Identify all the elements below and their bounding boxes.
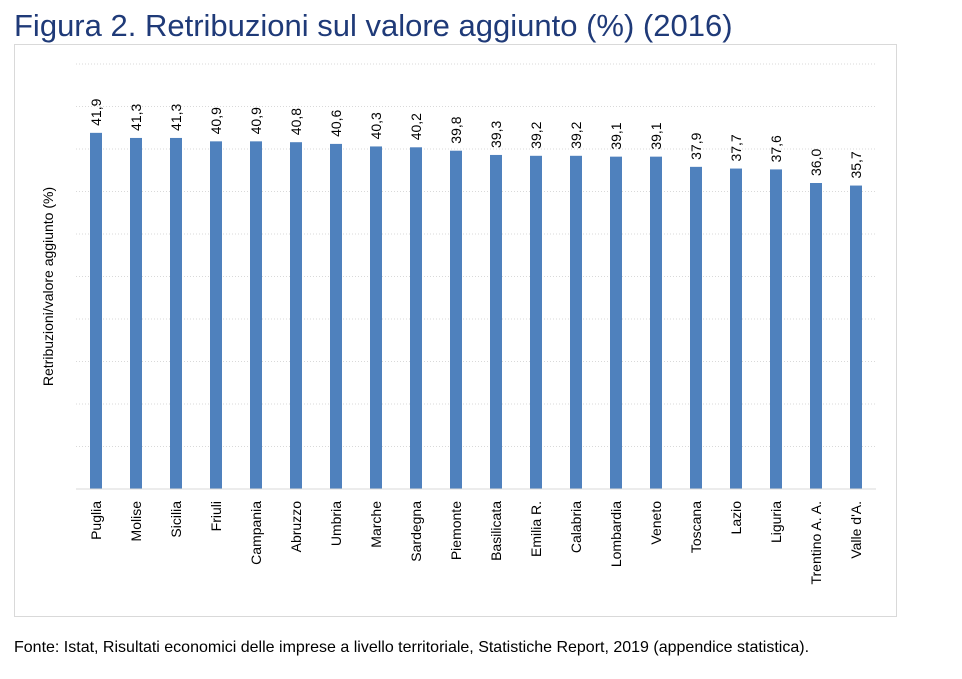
category-label: Valle d'A. xyxy=(848,501,864,559)
bar-lazio xyxy=(730,168,742,490)
bar-liguria xyxy=(770,169,782,489)
value-label: 39,8 xyxy=(448,116,464,143)
category-label: Molise xyxy=(128,501,144,542)
category-label: Toscana xyxy=(688,501,704,553)
value-label: 40,6 xyxy=(328,109,344,136)
category-label: Marche xyxy=(368,501,384,548)
bar-chart: 41,9 41,3 41,3 40,9 40,9 40,8 40,6 40,3 40,2 39,8… xyxy=(40,63,876,585)
category-label: Campania xyxy=(248,501,264,565)
bar-marche xyxy=(370,146,382,489)
bar-veneto xyxy=(650,156,662,489)
value-label: 41,9 xyxy=(88,98,104,125)
bar-campania xyxy=(250,141,262,489)
bar-umbria xyxy=(330,143,342,489)
category-label: Sardegna xyxy=(408,501,424,562)
value-label: 41,3 xyxy=(128,103,144,130)
gridlines xyxy=(76,63,876,447)
value-label: 39,3 xyxy=(488,120,504,147)
category-label: Abruzzo xyxy=(288,501,304,553)
value-label: 40,2 xyxy=(408,113,424,140)
value-label: 37,6 xyxy=(768,135,784,162)
category-label: Calabria xyxy=(568,501,584,553)
category-label: Friuli xyxy=(208,501,224,531)
bar-puglia xyxy=(90,132,102,489)
bar-sardegna xyxy=(410,147,422,490)
value-label: 37,9 xyxy=(688,132,704,159)
value-label: 39,2 xyxy=(528,121,544,148)
bar-emilia-r xyxy=(530,155,542,490)
bar-calabria xyxy=(570,155,582,490)
value-label: 39,1 xyxy=(648,122,664,149)
value-label: 40,3 xyxy=(368,112,384,139)
figure-title: Figura 2. Retribuzioni sul valore aggiun… xyxy=(14,8,733,43)
bars xyxy=(90,132,862,490)
category-label: Puglia xyxy=(88,501,104,540)
category-label: Sicilia xyxy=(168,501,184,538)
value-label: 37,7 xyxy=(728,134,744,161)
category-labels: Puglia Molise Sicilia Friuli Campania Abruzzo… xyxy=(88,501,864,585)
value-label: 40,8 xyxy=(288,108,304,135)
bar-abruzzo xyxy=(290,142,302,489)
value-label: 40,9 xyxy=(248,107,264,134)
bar-lombardia xyxy=(610,156,622,489)
source-note: Fonte: Istat, Risultati economici delle … xyxy=(14,639,810,656)
y-axis-label: Retribuzioni/valore aggiunto (%) xyxy=(40,187,56,386)
value-label: 39,1 xyxy=(608,122,624,149)
category-label: Lazio xyxy=(728,501,744,535)
bar-valle-d-a xyxy=(850,185,862,490)
bar-basilicata xyxy=(490,154,502,489)
bar-toscana xyxy=(690,166,702,489)
category-label: Emilia R. xyxy=(528,501,544,557)
bar-friuli xyxy=(210,141,222,489)
value-label: 36,0 xyxy=(808,149,824,176)
bar-sicilia xyxy=(170,137,182,489)
category-label: Veneto xyxy=(648,501,664,545)
category-label: Liguria xyxy=(768,501,784,543)
value-label: 35,7 xyxy=(848,151,864,178)
category-label: Lombardia xyxy=(608,501,624,567)
chart-frame: 41,9 41,3 41,3 40,9 40,9 40,8 40,6 40,3 40,2 39,8… xyxy=(14,44,897,617)
category-label: Piemonte xyxy=(448,501,464,560)
bar-molise xyxy=(130,137,142,489)
value-label: 40,9 xyxy=(208,107,224,134)
category-label: Trentino A. A. xyxy=(808,501,824,585)
value-label: 39,2 xyxy=(568,121,584,148)
category-label: Umbria xyxy=(328,501,344,546)
value-labels: 41,9 41,3 41,3 40,9 40,9 40,8 40,6 40,3 40,2 39,8… xyxy=(88,98,864,178)
bar-piemonte xyxy=(450,150,462,489)
value-label: 41,3 xyxy=(168,103,184,130)
bar-trentino-a-a xyxy=(810,183,822,489)
category-label: Basilicata xyxy=(488,501,504,561)
